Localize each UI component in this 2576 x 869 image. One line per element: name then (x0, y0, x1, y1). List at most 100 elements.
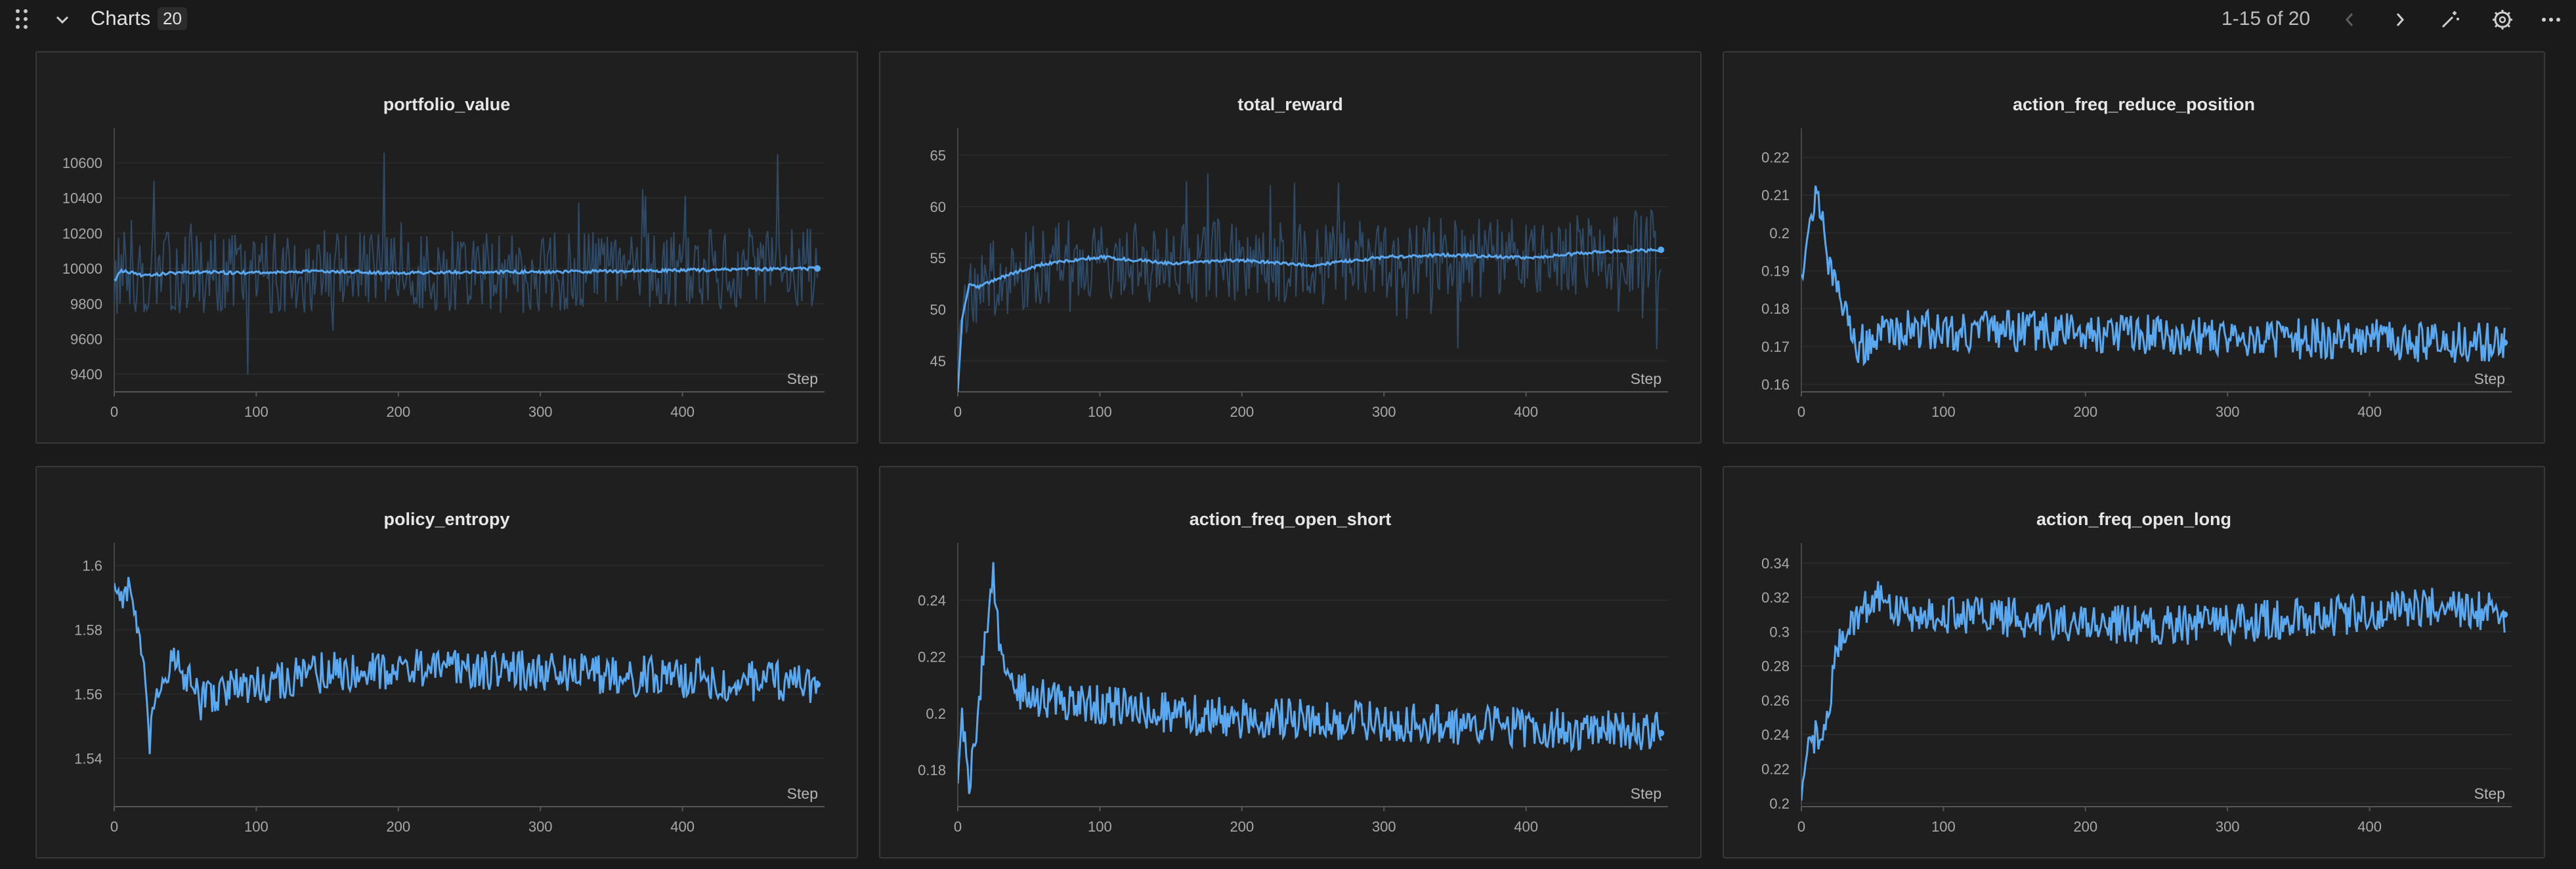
x-axis-label: Step (787, 370, 818, 387)
chart-panel-action-freq-open-short[interactable]: action_freq_open_short 0.18 0.2 0.22 0.24 0 10… (879, 466, 1702, 858)
y-tick-label: 0.22 (1761, 150, 1790, 166)
y-tick-label: 10400 (62, 190, 102, 207)
chart-panel-action-freq-open-long[interactable]: action_freq_open_long 0.2 0.22 0.24 0.26 0.28… (1723, 466, 2545, 858)
x-tick-label: 0 (1797, 818, 1805, 835)
smoothed-series-line (958, 247, 1662, 392)
last-point-marker (2501, 339, 2508, 347)
y-tick-label: 0.2 (926, 706, 946, 722)
series-line (1801, 185, 2506, 367)
plot-area (1801, 581, 2506, 801)
chart-svg: policy_entropy 1.54 1.56 1.58 1.6 0 100 200 300 4… (74, 509, 825, 835)
y-tick-label: 0.18 (918, 762, 946, 778)
x-axis-label: Step (1631, 785, 1662, 802)
y-tick-label: 0.21 (1761, 187, 1790, 203)
x-tick-label: 200 (1230, 818, 1254, 835)
x-tick-label: 400 (1514, 818, 1538, 835)
chart-panel-portfolio-value[interactable]: portfolio_value 9400 9600 9800 10000 10200 104… (35, 51, 858, 444)
y-tick-label: 10600 (62, 155, 102, 171)
chevron-left-icon[interactable] (2337, 7, 2363, 33)
chart-svg: action_freq_open_long 0.2 0.22 0.24 0.26 0.28… (1761, 509, 2512, 835)
last-point-marker (814, 681, 821, 688)
chart-title: action_freq_reduce_position (2013, 95, 2255, 114)
x-tick-label: 400 (2357, 404, 2382, 420)
last-point-marker (1658, 246, 1665, 253)
last-point-marker (1658, 730, 1665, 736)
chart-svg: total_reward 45 50 55 60 65 0 100 200 300 400 Step (930, 95, 1668, 420)
x-axis-label: Step (2474, 370, 2505, 387)
x-tick-label: 300 (528, 818, 553, 835)
drag-handle-icon[interactable] (14, 8, 32, 30)
chart-title: policy_entropy (383, 509, 509, 529)
charts-section-header: Charts 20 1-15 of 20 (0, 0, 2576, 41)
chart-panel-action-freq-reduce-position[interactable]: action_freq_reduce_position 0.16 0.17 0.18 0… (1723, 51, 2545, 444)
more-horizontal-icon[interactable] (2538, 7, 2564, 33)
y-tick-label: 0.28 (1761, 658, 1790, 675)
x-tick-label: 300 (1372, 404, 1396, 420)
gear-icon[interactable] (2489, 7, 2516, 33)
chart-title: action_freq_open_long (2036, 509, 2231, 529)
x-tick-label: 100 (1088, 404, 1112, 420)
x-tick-label: 200 (386, 404, 410, 420)
chevron-down-icon[interactable] (53, 10, 72, 30)
x-tick-label: 400 (670, 818, 695, 835)
y-tick-label: 1.54 (74, 751, 102, 767)
series-line (114, 576, 819, 755)
plot-area (1801, 185, 2506, 367)
chart-panel-policy-entropy[interactable]: policy_entropy 1.54 1.56 1.58 1.6 0 100 200 300 4… (35, 466, 858, 858)
x-tick-label: 100 (244, 818, 268, 835)
y-tick-label: 65 (930, 147, 946, 163)
smoothed-series-line (114, 266, 819, 282)
chart-svg: action_freq_reduce_position 0.16 0.17 0.18 0… (1761, 95, 2512, 420)
last-point-marker (814, 265, 821, 272)
x-tick-label: 300 (528, 404, 553, 420)
series-line (1801, 581, 2506, 801)
x-tick-label: 200 (386, 818, 410, 835)
last-point-marker (2501, 611, 2508, 618)
y-tick-label: 9400 (70, 366, 102, 383)
x-tick-label: 300 (1372, 818, 1396, 835)
y-tick-label: 0.19 (1761, 263, 1790, 280)
x-tick-label: 300 (2216, 818, 2240, 835)
x-tick-label: 100 (1931, 818, 1956, 835)
magic-wand-icon[interactable] (2437, 7, 2463, 33)
chart-panel-total-reward[interactable]: total_reward 45 50 55 60 65 0 100 200 300 400 Step (879, 51, 1702, 444)
y-tick-label: 50 (930, 302, 946, 318)
x-tick-label: 200 (2073, 818, 2097, 835)
y-tick-label: 0.2 (1769, 225, 1790, 242)
pagination-label: 1-15 of 20 (2222, 8, 2311, 30)
y-tick-label: 0.17 (1761, 339, 1790, 355)
y-tick-label: 1.58 (74, 622, 102, 639)
y-tick-label: 45 (930, 353, 946, 370)
y-tick-label: 9600 (70, 331, 102, 347)
x-tick-label: 300 (2216, 404, 2240, 420)
x-tick-label: 0 (110, 818, 118, 835)
y-tick-label: 0.34 (1761, 555, 1790, 572)
y-tick-label: 1.56 (74, 687, 102, 703)
y-tick-label: 0.22 (918, 649, 946, 666)
x-tick-label: 100 (244, 404, 268, 420)
x-tick-label: 200 (2073, 404, 2097, 420)
plot-area (958, 562, 1662, 794)
chart-svg: portfolio_value 9400 9600 9800 10000 10200 104… (62, 95, 825, 420)
x-tick-label: 100 (1931, 404, 1956, 420)
y-tick-label: 0.24 (918, 593, 946, 609)
y-tick-label: 0.16 (1761, 376, 1790, 392)
series-line (958, 562, 1662, 794)
y-tick-label: 0.24 (1761, 727, 1790, 743)
plot-area (114, 152, 819, 375)
chart-title: total_reward (1237, 95, 1343, 114)
x-axis-label: Step (1631, 370, 1662, 387)
x-tick-label: 100 (1088, 818, 1112, 835)
y-tick-label: 0.32 (1761, 589, 1790, 606)
x-tick-label: 0 (954, 404, 962, 420)
plot-area (958, 173, 1662, 392)
chart-svg: action_freq_open_short 0.18 0.2 0.22 0.24 0 10… (918, 509, 1668, 835)
x-tick-label: 0 (110, 404, 118, 420)
y-tick-label: 55 (930, 250, 946, 266)
x-tick-label: 0 (1797, 404, 1805, 420)
chart-title: action_freq_open_short (1190, 509, 1392, 529)
x-axis-label: Step (787, 785, 818, 802)
chevron-right-icon[interactable] (2387, 7, 2413, 33)
x-tick-label: 400 (2357, 818, 2382, 835)
y-tick-label: 10000 (62, 261, 102, 277)
